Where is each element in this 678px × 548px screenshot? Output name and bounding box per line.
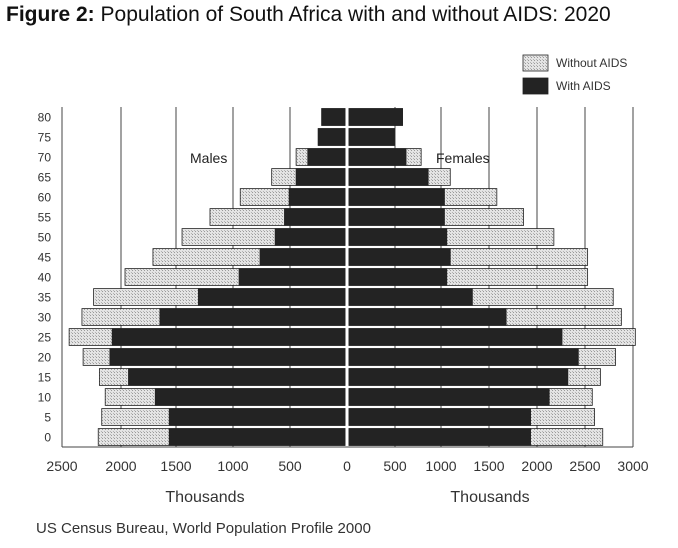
x-tick-label: 1500 bbox=[473, 458, 504, 474]
bar-female-with-aids bbox=[348, 208, 445, 226]
bar-male-with-aids bbox=[307, 148, 346, 166]
bar-female-with-aids bbox=[348, 188, 445, 206]
bar-male-with-aids bbox=[284, 208, 346, 226]
y-tick-label: 70 bbox=[38, 151, 52, 165]
y-tick-label: 45 bbox=[38, 251, 52, 265]
males-label: Males bbox=[190, 150, 227, 166]
x-tick-label: 0 bbox=[343, 458, 351, 474]
x-tick-label: 500 bbox=[383, 458, 407, 474]
y-tick-label: 35 bbox=[38, 291, 52, 305]
y-tick-label: 80 bbox=[38, 111, 52, 125]
legend-label-without-aids: Without AIDS bbox=[556, 56, 627, 70]
y-tick-label: 5 bbox=[44, 411, 51, 425]
y-tick-label: 65 bbox=[38, 171, 52, 185]
x-tick-label: 2500 bbox=[46, 458, 77, 474]
legend-swatch-with-aids bbox=[522, 77, 549, 95]
bar-male-with-aids bbox=[168, 408, 346, 426]
bar-male-with-aids bbox=[128, 368, 346, 386]
y-tick-label: 25 bbox=[38, 331, 52, 345]
bar-female-with-aids bbox=[348, 288, 473, 306]
x-tick-label: 1000 bbox=[217, 458, 248, 474]
y-tick-label: 15 bbox=[38, 371, 52, 385]
y-tick-label: 10 bbox=[38, 391, 52, 405]
x-axis-title-left: Thousands bbox=[165, 489, 244, 506]
y-tick-label: 55 bbox=[38, 211, 52, 225]
y-tick-label: 30 bbox=[38, 311, 52, 325]
bar-female-with-aids bbox=[348, 428, 531, 446]
bar-male-with-aids bbox=[274, 228, 346, 246]
bar-female-with-aids bbox=[348, 328, 563, 346]
x-tick-label: 2500 bbox=[569, 458, 600, 474]
bar-male-with-aids bbox=[159, 308, 346, 326]
bar-female-with-aids bbox=[348, 408, 531, 426]
bar-male-with-aids bbox=[168, 428, 346, 446]
bar-female-with-aids bbox=[348, 248, 451, 266]
bar-female-with-aids bbox=[348, 128, 395, 146]
bar-male-with-aids bbox=[154, 388, 346, 406]
y-tick-label: 20 bbox=[38, 351, 52, 365]
bar-male-with-aids bbox=[238, 268, 346, 286]
bar-female-with-aids bbox=[348, 348, 579, 366]
bar-male-with-aids bbox=[197, 288, 346, 306]
bar-female-with-aids bbox=[348, 108, 403, 126]
bar-female-with-aids bbox=[348, 388, 550, 406]
y-tick-label: 40 bbox=[38, 271, 52, 285]
chart-title: Figure 2: Population of South Africa wit… bbox=[6, 3, 611, 27]
bar-female-with-aids bbox=[348, 308, 507, 326]
source-note: US Census Bureau, World Population Profi… bbox=[36, 520, 371, 537]
legend-label-with-aids: With AIDS bbox=[556, 79, 611, 93]
figure-title-text: Population of South Africa with and with… bbox=[100, 3, 611, 26]
bar-female-with-aids bbox=[348, 268, 448, 286]
legend-swatch-without-aids bbox=[522, 54, 549, 72]
bar-male-with-aids bbox=[295, 168, 346, 186]
y-tick-label: 60 bbox=[38, 191, 52, 205]
bar-male-with-aids bbox=[111, 328, 346, 346]
bar-female-with-aids bbox=[348, 228, 448, 246]
figure-number: Figure 2: bbox=[6, 3, 95, 26]
x-tick-label: 2000 bbox=[521, 458, 552, 474]
females-label: Females bbox=[436, 150, 490, 166]
bar-male-with-aids bbox=[321, 108, 346, 126]
x-tick-label: 500 bbox=[278, 458, 302, 474]
x-tick-label: 3000 bbox=[617, 458, 648, 474]
x-tick-label: 1000 bbox=[425, 458, 456, 474]
bar-male-with-aids bbox=[259, 248, 346, 266]
bar-male-with-aids bbox=[288, 188, 346, 206]
x-tick-label: 2000 bbox=[105, 458, 136, 474]
y-tick-label: 0 bbox=[44, 431, 51, 445]
bar-female-with-aids bbox=[348, 148, 407, 166]
x-tick-label: 1500 bbox=[160, 458, 191, 474]
y-tick-label: 50 bbox=[38, 231, 52, 245]
bar-female-with-aids bbox=[348, 168, 429, 186]
y-tick-label: 75 bbox=[38, 131, 52, 145]
x-axis-title-right: Thousands bbox=[450, 489, 529, 506]
bar-female-with-aids bbox=[348, 368, 569, 386]
bar-male-with-aids bbox=[317, 128, 346, 146]
bar-male-with-aids bbox=[109, 348, 346, 366]
